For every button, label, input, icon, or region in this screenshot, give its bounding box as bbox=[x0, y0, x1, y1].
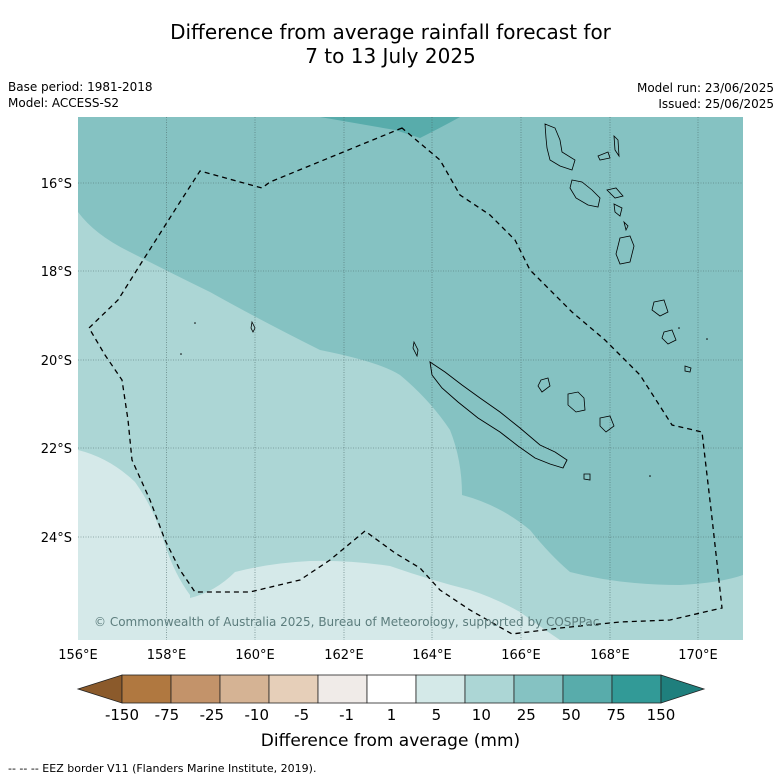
copyright-text: © Commonwealth of Australia 2025, Bureau… bbox=[94, 615, 599, 629]
island-outline bbox=[537, 377, 551, 393]
colorbar-tick-label: -150 bbox=[105, 706, 139, 724]
band-light-west bbox=[78, 450, 190, 640]
island-outline bbox=[180, 353, 182, 355]
lon-label: 156°E bbox=[58, 648, 98, 663]
colorbar-tick-label: -25 bbox=[200, 706, 225, 724]
colorbar-segment bbox=[121, 674, 172, 704]
lon-label: 158°E bbox=[147, 648, 187, 663]
graticule bbox=[78, 117, 743, 640]
vanuatu-islands bbox=[544, 123, 692, 373]
colorbar-tick-label: 1 bbox=[387, 706, 397, 724]
colorbar-tick-label: 50 bbox=[562, 706, 581, 724]
island-outline bbox=[567, 391, 586, 413]
lon-label: 160°E bbox=[235, 648, 275, 663]
island-outline bbox=[706, 338, 708, 340]
map-title-line1: Difference from average rainfall forecas… bbox=[170, 20, 611, 44]
colorbar bbox=[76, 674, 706, 704]
island-outline bbox=[412, 340, 419, 358]
colorbar-tick-label: 5 bbox=[432, 706, 442, 724]
issued-text: Issued: 25/06/2025 bbox=[658, 97, 774, 111]
lon-label: 162°E bbox=[324, 648, 364, 663]
lon-label: 164°E bbox=[412, 648, 452, 663]
lon-label: 166°E bbox=[501, 648, 541, 663]
model-text: Model: ACCESS-S2 bbox=[8, 96, 120, 110]
island-outline bbox=[678, 327, 680, 329]
band-light-south bbox=[148, 560, 560, 640]
colorbar-arrow-low bbox=[76, 674, 123, 704]
colorbar-arrow-high bbox=[660, 674, 706, 704]
colorbar-segment bbox=[415, 674, 466, 704]
lat-label: 18°S bbox=[41, 265, 72, 280]
eez-border bbox=[88, 127, 723, 635]
band-mid-region bbox=[78, 212, 743, 640]
colorbar-segment bbox=[268, 674, 319, 704]
colorbar-segment bbox=[219, 674, 270, 704]
colorbar-tick-label: 75 bbox=[607, 706, 626, 724]
colorbar-segment bbox=[513, 674, 564, 704]
island-outline bbox=[599, 415, 615, 433]
lat-label: 16°S bbox=[41, 177, 72, 192]
colorbar-tick-label: -5 bbox=[294, 706, 309, 724]
lat-label: 20°S bbox=[41, 354, 72, 369]
colorbar-tick-label: 25 bbox=[517, 706, 536, 724]
colorbar-tick-label: 150 bbox=[647, 706, 676, 724]
colorbar-segment bbox=[366, 674, 417, 704]
lon-label: 170°E bbox=[678, 648, 718, 663]
colorbar-segment bbox=[611, 674, 662, 704]
lat-label: 24°S bbox=[41, 531, 72, 546]
island-outline bbox=[649, 475, 651, 477]
colorbar-segment bbox=[317, 674, 368, 704]
colorbar-tick-label: -1 bbox=[339, 706, 354, 724]
colorbar-label: Difference from average (mm) bbox=[260, 731, 521, 751]
island-outline bbox=[194, 322, 196, 324]
colorbar-ticks: -150 -75 -25 -10 -5 -1 1 5 10 25 50 75 150 bbox=[105, 706, 675, 724]
colorbar-segment bbox=[562, 674, 613, 704]
colorbar-tick-label: -10 bbox=[245, 706, 270, 724]
colorbar-tick-label: -75 bbox=[155, 706, 180, 724]
model-run-text: Model run: 23/06/2025 bbox=[636, 81, 774, 95]
eez-legend-note: -- -- -- EEZ border V11 (Flanders Marine… bbox=[8, 762, 317, 775]
island-outline bbox=[583, 473, 591, 481]
island-outline bbox=[250, 320, 256, 333]
lon-label: 168°E bbox=[590, 648, 630, 663]
colorbar-segment bbox=[170, 674, 221, 704]
colorbar-tick-label: 10 bbox=[472, 706, 491, 724]
colorbar-segment bbox=[464, 674, 515, 704]
new-caledonia-island bbox=[429, 361, 568, 469]
base-period-text: Base period: 1981-2018 bbox=[8, 80, 153, 94]
map-title-line2: 7 to 13 July 2025 bbox=[305, 44, 476, 68]
lat-label: 22°S bbox=[41, 442, 72, 457]
band-dark-region bbox=[320, 117, 460, 138]
